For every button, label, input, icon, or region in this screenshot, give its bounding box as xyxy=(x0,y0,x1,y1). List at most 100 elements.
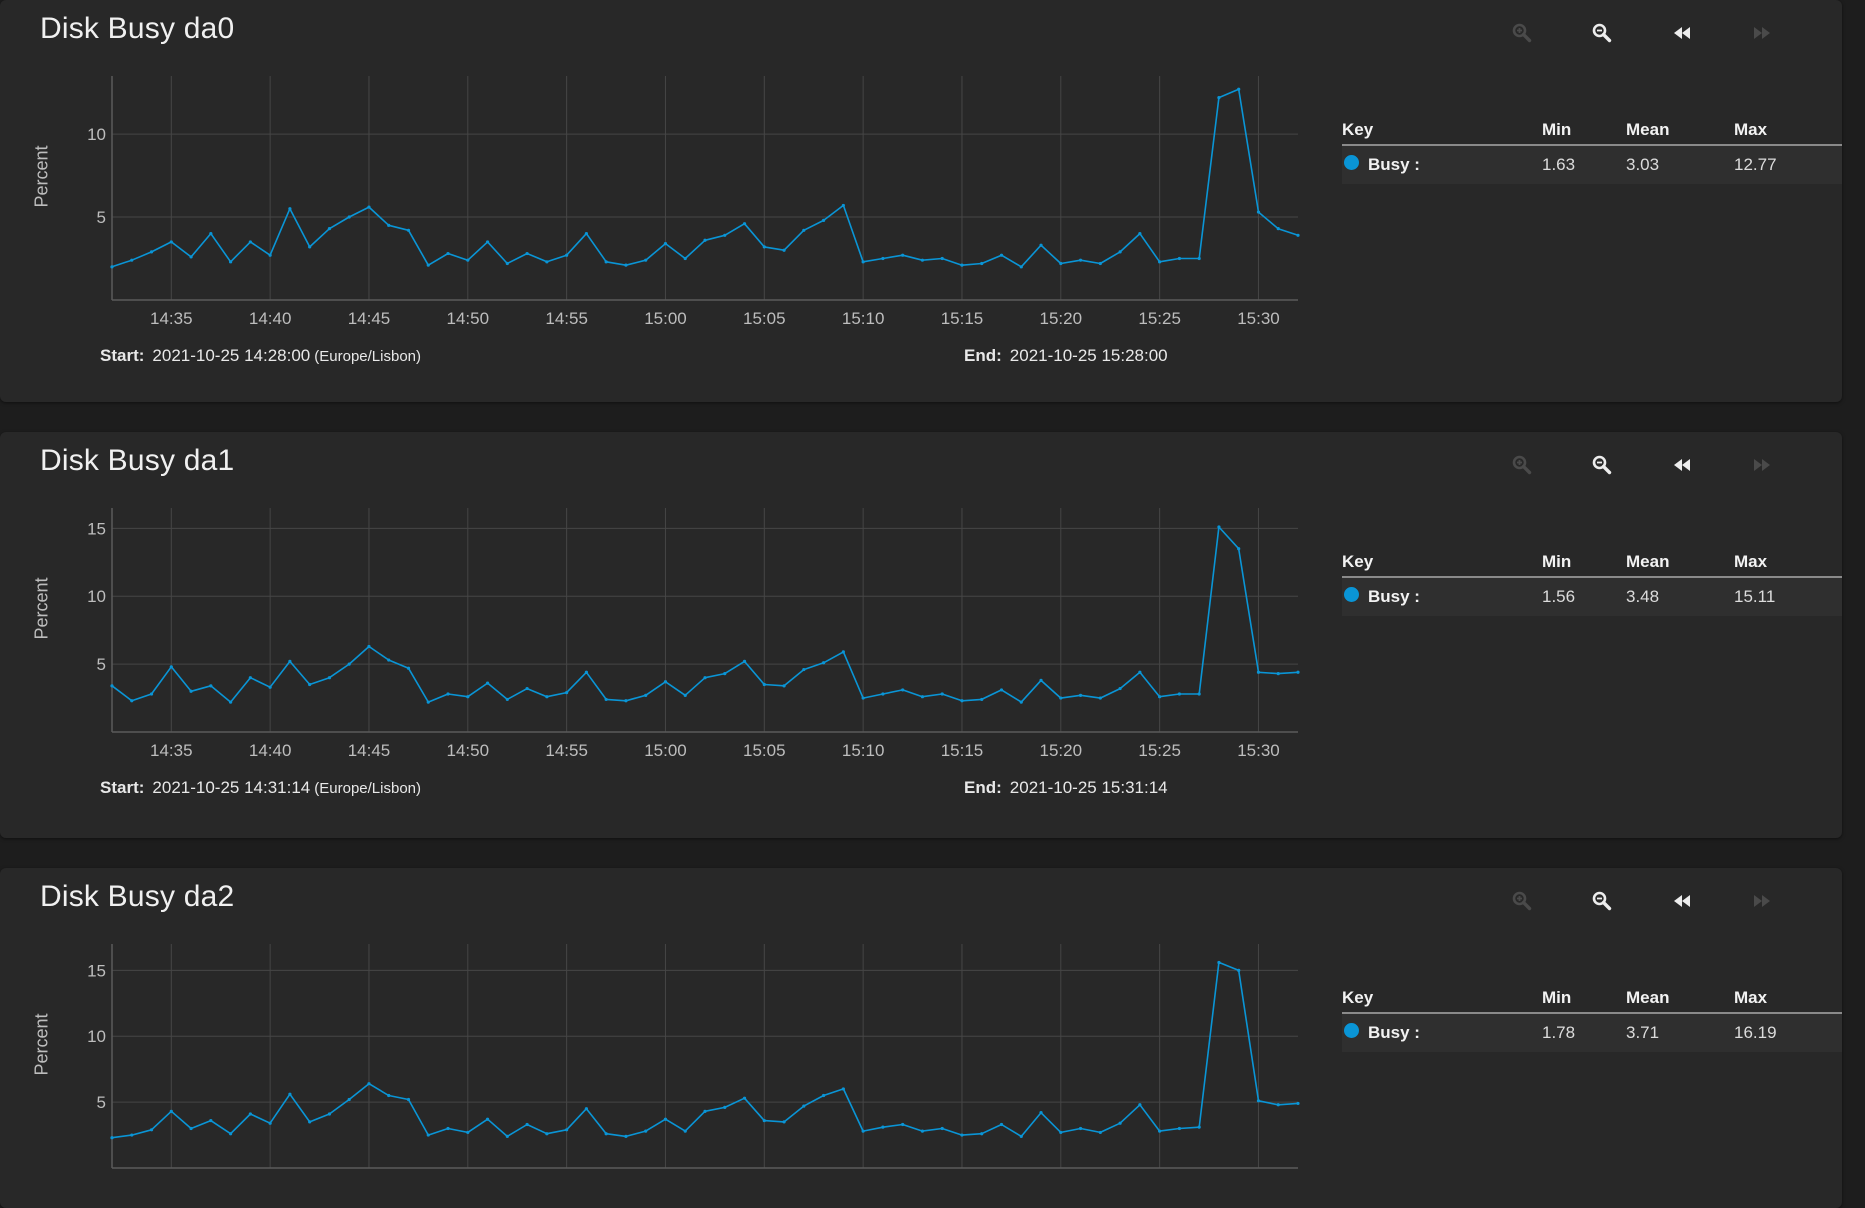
data-point xyxy=(644,258,648,262)
start-value: 2021-10-25 14:31:14 xyxy=(152,778,311,797)
step-forward-button[interactable] xyxy=(1744,450,1780,480)
legend-mean-value: 3.48 xyxy=(1626,587,1660,606)
data-point xyxy=(683,256,687,261)
start-range: Start: 2021-10-25 14:31:14 (Europe/Lisbon) xyxy=(100,778,421,798)
timezone: (Europe/Lisbon) xyxy=(314,348,421,365)
legend-mean-value: 3.03 xyxy=(1626,155,1660,174)
x-tick-label: 15:25 xyxy=(1138,741,1181,760)
step-forward-button[interactable] xyxy=(1744,18,1780,48)
timezone: (Europe/Lisbon) xyxy=(314,780,421,797)
y-tick-label: 15 xyxy=(87,961,106,980)
data-point xyxy=(960,1133,964,1137)
x-tick-label: 15:00 xyxy=(644,309,687,328)
data-point xyxy=(130,699,134,703)
data-point xyxy=(604,697,608,702)
data-point xyxy=(466,258,470,262)
data-point xyxy=(1197,256,1201,261)
data-point xyxy=(861,260,865,264)
legend-table: Key Min Mean Max Busy : 1.78 3.71 16.19 xyxy=(1342,982,1842,1052)
data-point xyxy=(742,222,747,226)
x-tick-label: 15:10 xyxy=(842,309,885,328)
x-tick-label: 14:50 xyxy=(447,309,490,328)
data-point xyxy=(485,1117,490,1121)
step-back-button[interactable] xyxy=(1664,18,1700,48)
data-point xyxy=(367,644,371,649)
data-point xyxy=(1098,1130,1102,1135)
data-point xyxy=(1177,692,1181,696)
legend-series-name: Busy : xyxy=(1368,155,1420,174)
data-point xyxy=(367,205,371,209)
start-label: Start: xyxy=(100,778,145,797)
data-point xyxy=(327,1112,332,1116)
legend-max-value: 16.19 xyxy=(1734,1023,1777,1042)
data-point xyxy=(209,1118,213,1123)
line-chart: 5 10 15 xyxy=(87,944,1300,1169)
legend-row[interactable]: Busy : 1.78 3.71 16.19 xyxy=(1342,1014,1842,1052)
y-tick-label: 10 xyxy=(87,125,106,144)
zoom-out-icon xyxy=(1592,891,1612,911)
data-point xyxy=(920,258,925,262)
data-point xyxy=(1217,95,1221,100)
series-line-busy xyxy=(111,526,1299,703)
data-point xyxy=(723,1105,727,1109)
step-forward-button[interactable] xyxy=(1744,886,1780,916)
data-point xyxy=(980,697,984,702)
data-point xyxy=(1039,678,1043,683)
legend-header-max: Max xyxy=(1734,552,1768,571)
data-point xyxy=(901,1122,905,1127)
x-tick-label: 15:20 xyxy=(1040,309,1083,328)
data-point xyxy=(505,1134,509,1138)
data-point xyxy=(248,240,252,244)
data-point xyxy=(525,686,529,691)
step-back-button[interactable] xyxy=(1664,886,1700,916)
zoom-in-button[interactable] xyxy=(1504,450,1540,480)
step-back-button[interactable] xyxy=(1664,450,1700,480)
zoom-in-button[interactable] xyxy=(1504,886,1540,916)
end-value: 2021-10-25 15:31:14 xyxy=(1009,778,1168,797)
data-point xyxy=(604,1132,608,1136)
zoom-out-button[interactable] xyxy=(1584,450,1620,480)
data-point xyxy=(1019,700,1023,704)
data-point xyxy=(1158,1129,1162,1133)
legend-header-mean: Mean xyxy=(1626,552,1670,571)
data-point xyxy=(802,1104,806,1108)
data-point xyxy=(1059,1130,1063,1135)
data-point xyxy=(426,700,430,704)
data-point xyxy=(169,240,173,244)
y-tick-label: 10 xyxy=(87,1027,106,1046)
data-point xyxy=(1019,1134,1023,1138)
zoom-out-button[interactable] xyxy=(1584,18,1620,48)
step-forward-icon xyxy=(1754,895,1770,907)
end-label: End: xyxy=(964,778,1002,797)
y-tick-label: 15 xyxy=(87,519,106,538)
data-point xyxy=(1118,250,1122,254)
start-range: Start: 2021-10-25 14:28:00 (Europe/Lisbon) xyxy=(100,346,421,366)
data-point xyxy=(525,251,529,256)
data-point xyxy=(1059,261,1063,266)
data-point xyxy=(782,1120,786,1124)
legend-row[interactable]: Busy : 1.56 3.48 15.11 xyxy=(1342,578,1842,616)
data-point xyxy=(485,681,490,685)
end-label: End: xyxy=(964,346,1002,365)
data-point xyxy=(446,251,450,256)
legend-header-mean: Mean xyxy=(1626,120,1670,139)
legend-row[interactable]: Busy : 1.63 3.03 12.77 xyxy=(1342,146,1842,184)
y-tick-label: 10 xyxy=(87,587,106,606)
data-point xyxy=(822,218,826,222)
data-point xyxy=(1217,525,1221,529)
data-point xyxy=(1138,232,1142,236)
zoom-out-button[interactable] xyxy=(1584,886,1620,916)
card-title: Disk Busy da0 xyxy=(40,12,235,45)
data-point xyxy=(683,1129,687,1133)
data-point xyxy=(505,697,509,702)
data-point xyxy=(802,228,806,232)
data-point xyxy=(545,1132,549,1136)
zoom-in-button[interactable] xyxy=(1504,18,1540,48)
data-point xyxy=(288,659,292,664)
data-point xyxy=(881,256,885,261)
x-tick-label: 15:15 xyxy=(941,741,984,760)
data-point xyxy=(209,684,213,688)
data-point xyxy=(624,699,628,703)
data-point xyxy=(822,1093,826,1098)
data-point xyxy=(466,1130,470,1135)
